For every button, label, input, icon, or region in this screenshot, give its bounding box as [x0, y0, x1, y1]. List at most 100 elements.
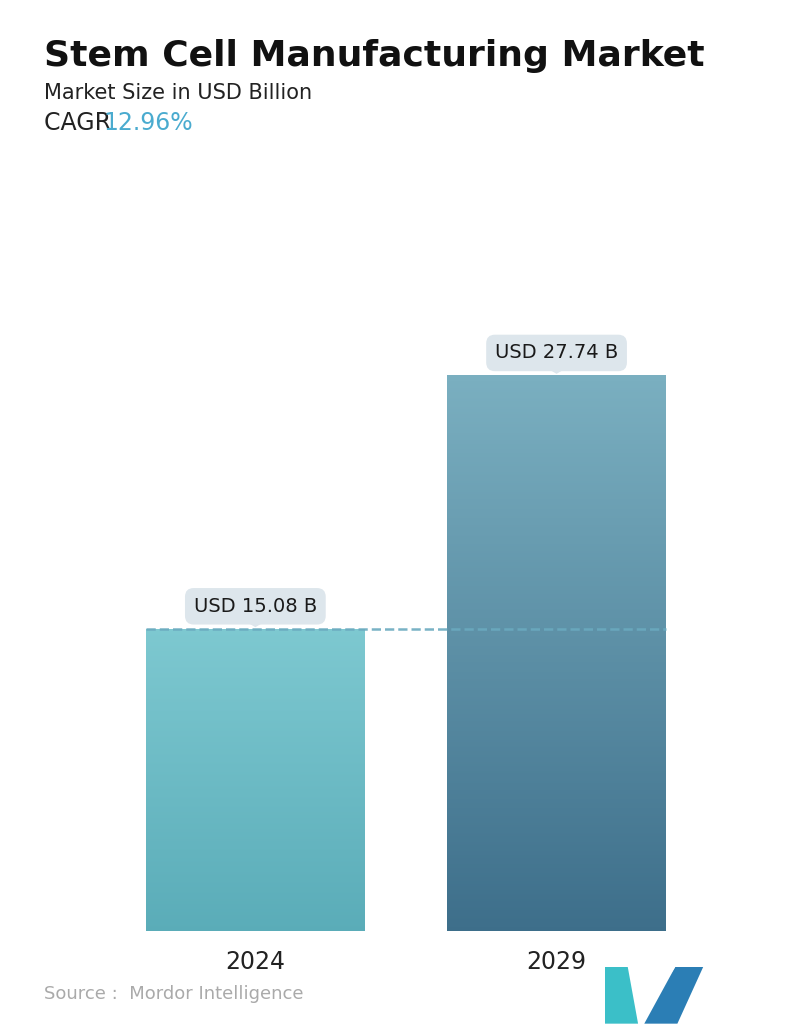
Bar	[447, 846, 666, 847]
Bar	[447, 614, 666, 616]
Bar	[447, 803, 666, 804]
Bar	[447, 433, 666, 434]
Bar	[447, 485, 666, 486]
Bar	[447, 881, 666, 882]
Bar	[447, 451, 666, 453]
Bar	[447, 514, 666, 516]
Bar	[447, 605, 666, 607]
Bar	[447, 629, 666, 631]
Bar	[447, 540, 666, 542]
Bar	[447, 925, 666, 926]
Bar	[447, 692, 666, 694]
Bar	[447, 736, 666, 738]
Bar	[447, 516, 666, 518]
Bar	[447, 645, 666, 647]
Bar	[447, 408, 666, 410]
Bar	[447, 431, 666, 433]
Bar	[447, 387, 666, 389]
Bar	[447, 539, 666, 540]
Bar	[447, 505, 666, 507]
Bar	[447, 856, 666, 858]
Bar	[447, 923, 666, 925]
Bar	[447, 612, 666, 614]
Bar	[447, 381, 666, 383]
Bar	[447, 389, 666, 390]
Bar	[447, 407, 666, 408]
Bar	[447, 450, 666, 451]
Bar	[447, 558, 666, 560]
Bar	[447, 444, 666, 446]
Bar	[447, 671, 666, 673]
Bar	[447, 814, 666, 816]
Bar	[447, 440, 666, 443]
Bar	[447, 415, 666, 416]
Bar	[447, 624, 666, 626]
Bar	[447, 891, 666, 893]
Bar	[447, 675, 666, 677]
Bar	[447, 929, 666, 931]
Bar	[447, 570, 666, 572]
Bar	[447, 403, 666, 405]
Bar	[447, 598, 666, 600]
Bar	[447, 424, 666, 425]
Bar	[447, 653, 666, 655]
Bar	[447, 673, 666, 675]
Bar	[447, 898, 666, 900]
Bar	[447, 429, 666, 431]
Bar	[447, 616, 666, 618]
Bar	[447, 868, 666, 870]
Bar	[447, 870, 666, 872]
Bar	[447, 766, 666, 768]
Bar	[447, 874, 666, 875]
Bar	[447, 525, 666, 527]
Bar	[447, 664, 666, 666]
Bar	[447, 464, 666, 466]
Bar	[447, 644, 666, 645]
Bar	[447, 662, 666, 664]
Bar	[447, 888, 666, 890]
Bar	[447, 816, 666, 818]
Bar	[447, 474, 666, 476]
Bar	[447, 511, 666, 513]
Bar	[447, 375, 666, 377]
Bar	[447, 438, 666, 440]
Polygon shape	[644, 967, 704, 1024]
Bar	[447, 917, 666, 919]
Bar	[447, 734, 666, 736]
Bar	[447, 834, 666, 837]
Bar	[447, 710, 666, 712]
Bar	[447, 509, 666, 511]
Text: Market Size in USD Billion: Market Size in USD Billion	[44, 83, 312, 102]
Bar	[447, 492, 666, 494]
Bar	[447, 916, 666, 917]
Bar	[447, 914, 666, 916]
Bar	[447, 588, 666, 590]
Bar	[447, 882, 666, 884]
Bar	[447, 562, 666, 565]
Bar	[447, 830, 666, 832]
Bar	[447, 698, 666, 699]
Bar	[447, 399, 666, 401]
Bar	[447, 690, 666, 692]
Bar	[447, 694, 666, 696]
Bar	[447, 627, 666, 629]
Bar	[447, 535, 666, 537]
Bar	[447, 790, 666, 792]
Bar	[447, 410, 666, 413]
Bar	[447, 434, 666, 436]
Bar	[447, 840, 666, 842]
Bar	[447, 601, 666, 603]
Bar	[447, 827, 666, 829]
Bar	[447, 769, 666, 771]
Bar	[447, 677, 666, 679]
Bar	[447, 703, 666, 705]
Bar	[447, 549, 666, 551]
Bar	[447, 679, 666, 680]
Bar	[447, 640, 666, 642]
Bar	[447, 689, 666, 690]
Bar	[447, 577, 666, 579]
Bar	[447, 680, 666, 682]
Bar	[447, 849, 666, 851]
Bar	[447, 556, 666, 558]
Bar	[447, 443, 666, 444]
